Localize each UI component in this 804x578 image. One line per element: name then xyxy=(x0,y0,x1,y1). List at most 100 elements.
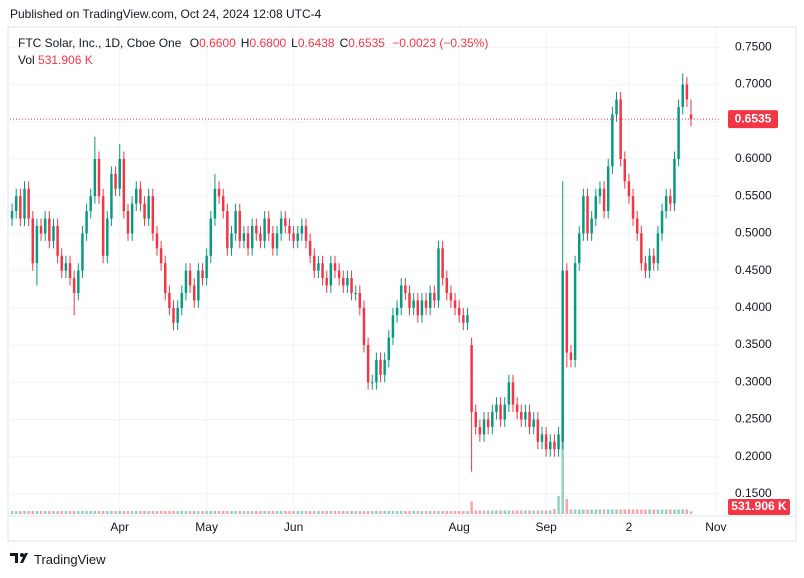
candle-body xyxy=(39,225,43,234)
volume-bar xyxy=(404,511,407,514)
volume-bar xyxy=(573,509,577,514)
candle-body xyxy=(52,225,55,241)
volume-bar xyxy=(242,511,246,514)
volume-bar xyxy=(375,511,378,514)
candle-body xyxy=(362,307,366,346)
y-tick-label: 0.3500 xyxy=(735,337,772,351)
last-price-label: 0.6535 xyxy=(735,111,772,125)
volume-bar xyxy=(462,511,465,514)
candle-body xyxy=(606,166,610,212)
volume-bar xyxy=(164,511,167,514)
volume-bar xyxy=(155,511,159,514)
volume-bar xyxy=(317,511,320,514)
volume-bar xyxy=(491,510,494,514)
volume-bar xyxy=(52,511,55,514)
y-tick-label: 0.5000 xyxy=(735,226,772,240)
candle-body xyxy=(648,255,651,271)
candle-body xyxy=(511,382,515,405)
volume-bar xyxy=(346,511,349,514)
volume-bar xyxy=(586,509,589,514)
candle-body xyxy=(685,84,689,100)
candle-body xyxy=(85,211,88,234)
candle-body xyxy=(288,225,291,234)
candle-body xyxy=(420,300,424,316)
volume-bar xyxy=(565,499,569,514)
volume-bar xyxy=(126,511,130,514)
candle-body xyxy=(284,218,287,226)
volume-bar xyxy=(81,511,84,514)
volume-bar xyxy=(342,511,345,514)
candle-body xyxy=(602,188,606,212)
candle-body xyxy=(250,225,254,249)
volume-bar xyxy=(93,511,97,514)
candle-body xyxy=(271,233,275,249)
volume-bar xyxy=(284,511,287,514)
ohlc-key: H xyxy=(240,36,250,50)
candle-body xyxy=(532,419,535,427)
volume-bar xyxy=(569,509,573,514)
candle-body xyxy=(308,240,312,256)
volume-bar xyxy=(64,511,68,514)
volume-bar xyxy=(495,510,498,514)
candle-body xyxy=(201,270,204,279)
volume-bar xyxy=(172,511,175,514)
volume-bar xyxy=(110,511,113,514)
volume-bar xyxy=(681,509,684,514)
volume-bar xyxy=(14,511,18,514)
y-tick-label: 0.7000 xyxy=(735,77,772,91)
candle-body xyxy=(499,404,502,420)
candle-body xyxy=(19,196,22,219)
volume-bar xyxy=(147,511,150,514)
candle-body xyxy=(184,270,188,293)
candle-body xyxy=(486,419,490,427)
volume-bar xyxy=(627,509,631,514)
candle-body xyxy=(635,218,639,234)
chart-frame xyxy=(7,26,797,542)
candle-body xyxy=(110,173,113,219)
volume-bar xyxy=(606,509,610,514)
volume-bar xyxy=(582,509,585,514)
volume-bar xyxy=(263,511,266,514)
volume-value: 531.906 K xyxy=(38,53,93,67)
legend: FTC Solar, Inc., 1D, Cboe One O0.6600 H0.… xyxy=(18,35,488,69)
candle-body xyxy=(395,307,399,316)
candle-body xyxy=(68,263,72,279)
candle-body xyxy=(391,315,395,338)
candle-body xyxy=(23,188,26,219)
candle-body xyxy=(578,233,581,264)
volume-bar xyxy=(428,511,432,514)
volume-bar xyxy=(391,511,395,514)
candle-body xyxy=(457,307,461,316)
candle-body xyxy=(255,225,258,234)
candle-body xyxy=(106,218,109,256)
volume-bar xyxy=(544,510,548,514)
x-tick-label: May xyxy=(195,520,218,534)
y-tick-label: 0.4000 xyxy=(735,300,772,314)
volume-bar xyxy=(180,511,184,514)
volume-bar xyxy=(151,511,155,514)
volume-bar xyxy=(209,511,213,514)
candle-body xyxy=(474,412,477,427)
candle-body xyxy=(77,270,80,293)
candle-body xyxy=(449,292,453,301)
candle-body xyxy=(10,211,14,219)
volume-tag-label: 531.906 K xyxy=(731,499,787,513)
volume-bar xyxy=(507,510,511,514)
volume-bar xyxy=(449,511,453,514)
candle-body xyxy=(93,158,97,197)
volume-bar xyxy=(640,509,643,514)
volume-bar xyxy=(168,511,171,514)
volume-bar xyxy=(354,511,357,514)
candle-body xyxy=(101,196,105,256)
candle-body xyxy=(383,359,386,375)
volume-bar xyxy=(118,511,121,514)
candle-body xyxy=(441,248,444,279)
y-tick-label: 0.2000 xyxy=(735,449,772,463)
volume-bar xyxy=(424,511,428,514)
volume-bar xyxy=(590,509,593,514)
candle-body xyxy=(60,255,63,271)
volume-bar xyxy=(308,511,312,514)
ohlc-key: O xyxy=(189,36,200,50)
x-tick-label: Jun xyxy=(284,520,303,534)
candle-body xyxy=(205,255,208,279)
